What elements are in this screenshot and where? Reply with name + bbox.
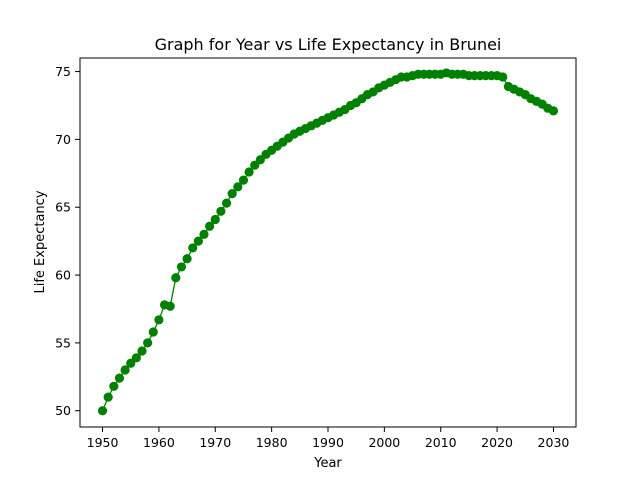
x-tick-label: 1980 <box>256 435 288 450</box>
data-point <box>199 229 209 239</box>
x-tick-label: 2030 <box>538 435 570 450</box>
data-point <box>498 72 508 82</box>
data-point <box>216 206 226 216</box>
y-tick-label: 60 <box>55 268 71 283</box>
data-point <box>233 182 243 192</box>
x-tick-label: 2020 <box>481 435 513 450</box>
x-tick-label: 2000 <box>368 435 400 450</box>
x-tick-label: 1970 <box>199 435 231 450</box>
data-point <box>120 365 130 375</box>
y-tick-label: 75 <box>55 64 71 79</box>
series-line <box>101 72 554 411</box>
data-point <box>548 106 559 116</box>
data-point <box>210 214 220 225</box>
y-tick-label: 50 <box>55 403 71 418</box>
y-tick-label: 65 <box>55 200 71 215</box>
x-tick-label: 1990 <box>312 435 344 450</box>
data-point <box>137 346 147 356</box>
data-point <box>97 406 108 416</box>
x-tick-label: 1950 <box>87 435 119 450</box>
data-point <box>227 189 237 199</box>
data-point <box>165 301 175 311</box>
data-point <box>176 262 187 272</box>
data-point <box>193 236 203 246</box>
plot-area <box>97 68 559 416</box>
data-point <box>221 198 232 208</box>
y-tick-label: 70 <box>55 132 71 147</box>
data-point <box>244 167 254 177</box>
x-tick-label: 2010 <box>425 435 457 450</box>
data-point <box>238 175 249 185</box>
data-point <box>205 221 215 231</box>
data-point <box>131 353 141 363</box>
chart-title: Graph for Year vs Life Expectancy in Bru… <box>155 35 502 54</box>
data-point <box>103 392 113 402</box>
data-point <box>171 273 181 283</box>
data-point <box>114 373 125 383</box>
y-tick-label: 55 <box>55 335 71 350</box>
data-point <box>109 381 119 391</box>
data-point <box>182 254 192 264</box>
axes-frame <box>79 57 577 428</box>
data-point <box>148 327 158 337</box>
data-point <box>143 338 153 348</box>
y-axis-label: Life Expectancy <box>33 190 48 293</box>
data-point <box>154 315 164 325</box>
x-tick-label: 1960 <box>143 435 175 450</box>
axis-ticks: 1950 1960 1970 1980 1990 2000 2010 2020 2030 50 55… <box>55 64 569 450</box>
data-point <box>188 243 198 253</box>
x-axis-label: Year <box>313 456 342 471</box>
